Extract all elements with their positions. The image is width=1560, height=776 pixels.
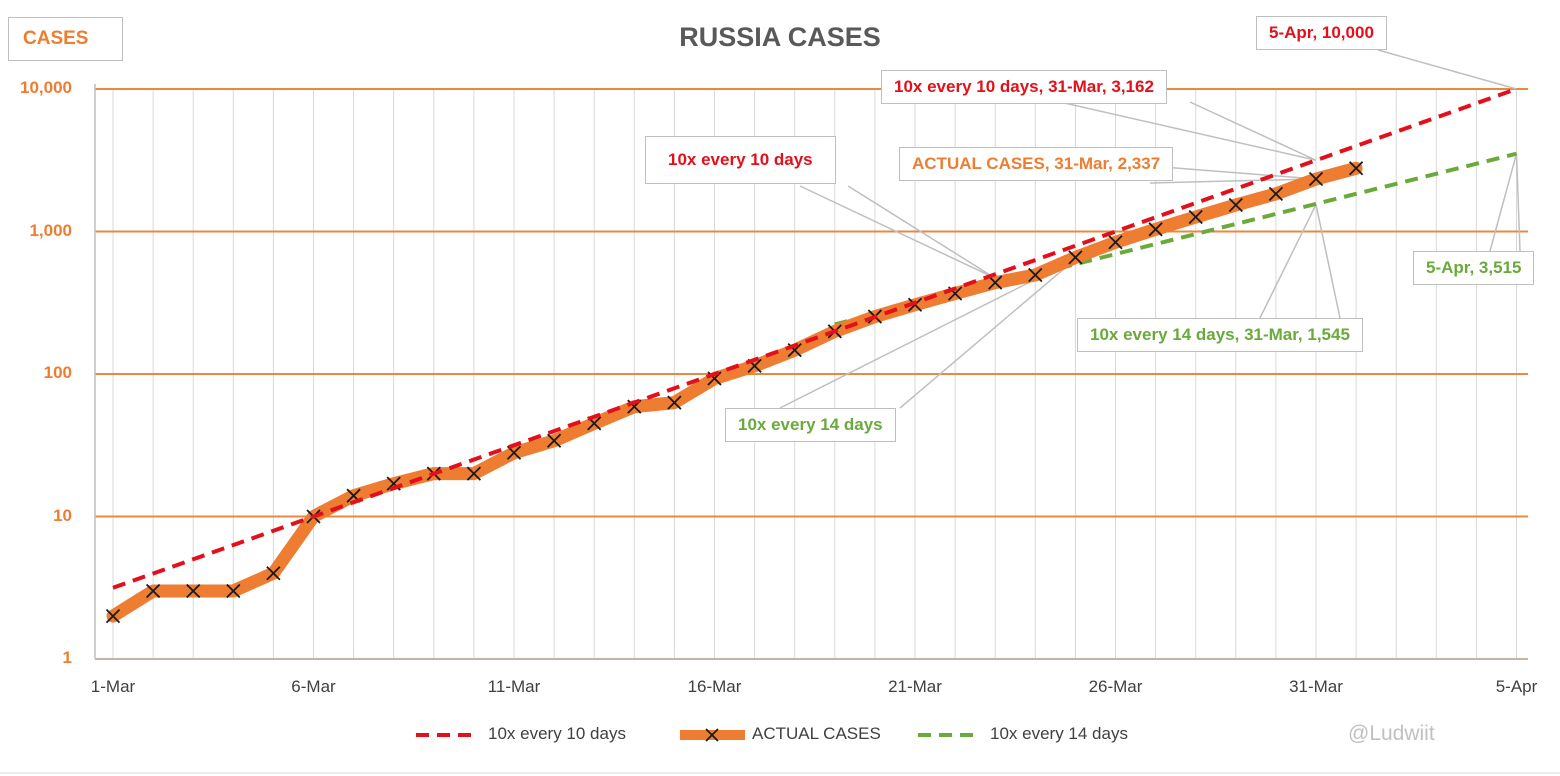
x-tick-label: 21-Mar: [888, 677, 942, 696]
data-point-actual: [1188, 209, 1203, 225]
y-tick-label: 1: [62, 648, 72, 667]
callout-leader-line: [1315, 204, 1341, 319]
callout-red-line: 10x every 10 days: [645, 136, 836, 184]
data-point-actual: [466, 466, 482, 481]
marker-stroke: [988, 275, 1003, 290]
callout-leader-line: [1515, 153, 1521, 252]
chart-title: RUSSIA CASES: [679, 22, 881, 52]
marker-stroke: [346, 488, 361, 503]
marker-stroke: [1148, 222, 1163, 237]
callout-leader-line: [1377, 49, 1517, 90]
marker-stroke: [787, 343, 802, 358]
callout-leader-line: [1259, 204, 1317, 319]
callout-leader-line: [1149, 165, 1317, 180]
callout-leader-line: [799, 185, 996, 279]
x-tick-label: 11-Mar: [487, 677, 541, 696]
watermark: @Ludwiit: [1348, 722, 1435, 745]
y-axis-title: CASES: [8, 17, 123, 61]
marker-stroke: [1268, 186, 1284, 202]
marker-stroke: [1028, 267, 1043, 283]
data-point-actual: [105, 608, 121, 624]
legend-label-red: 10x every 10 days: [488, 724, 626, 743]
data-point-actual: [1028, 267, 1043, 283]
y-tick-label: 100: [43, 363, 72, 382]
series-line-ten-x-10-days: [112, 87, 1518, 590]
data-point-actual: [1308, 171, 1324, 187]
x-tick-label: 6-Mar: [291, 677, 336, 696]
x-tick-label: 26-Mar: [1088, 677, 1143, 696]
callout-red-31mar: 10x every 10 days, 31-Mar, 3,162: [881, 70, 1167, 104]
marker-stroke: [667, 395, 682, 410]
data-point-actual: [1268, 186, 1284, 202]
data-point-actual: [226, 583, 241, 599]
y-tick-label: 10,000: [20, 78, 72, 97]
marker-stroke: [506, 445, 522, 460]
marker-stroke: [226, 583, 241, 599]
marker-stroke: [546, 433, 562, 448]
data-point-actual: [546, 433, 562, 448]
marker-stroke: [266, 566, 281, 581]
series-layer: [105, 87, 1518, 624]
y-tick-label: 1,000: [29, 220, 72, 240]
data-point-actual: [145, 583, 161, 599]
marker-stroke: [386, 476, 401, 491]
callout-leader-line: [1189, 101, 1317, 161]
x-tick-label: 31-Mar: [1289, 677, 1343, 696]
marker-stroke: [1228, 197, 1243, 213]
legend-label-actual: ACTUAL CASES: [752, 724, 881, 743]
legend-swatches: [0, 728, 1560, 774]
y-tick-label: 10: [53, 505, 72, 525]
marker-stroke: [105, 608, 121, 624]
data-point-actual: [186, 583, 201, 599]
series-line-actual-cases: [106, 161, 1363, 623]
grid-layer: [94, 84, 1528, 660]
callout-red-5apr: 5-Apr, 10,000: [1256, 16, 1387, 50]
marker-stroke: [587, 416, 602, 431]
callout-actual-31mar: ACTUAL CASES, 31-Mar, 2,337: [899, 147, 1174, 181]
legend-marker-stroke: [705, 728, 719, 742]
data-point-actual: [266, 566, 281, 581]
x-tick-label: 16-Mar: [687, 677, 742, 696]
marker-stroke: [466, 466, 482, 481]
marker-stroke: [186, 583, 201, 599]
marker-stroke: [145, 583, 161, 599]
callout-leader-line: [847, 185, 996, 279]
marker-stroke: [1308, 171, 1324, 187]
legend-label-green: 10x every 14 days: [990, 724, 1128, 743]
callout-green-line: 10x every 14 days: [725, 408, 896, 442]
callout-leader-line: [1149, 178, 1317, 184]
callout-green-5apr: 5-Apr, 3,515: [1413, 251, 1535, 285]
callout-leader-line: [1059, 101, 1317, 161]
marker-stroke: [1188, 209, 1203, 225]
marker-stroke: [747, 358, 762, 374]
data-point-actual: [1348, 161, 1364, 176]
marker-stroke: [1108, 235, 1123, 250]
data-point-actual: [988, 275, 1003, 290]
callout-leader-line: [899, 258, 1076, 409]
callout-green-31mar: 10x every 14 days, 31-Mar, 1,545: [1077, 318, 1363, 352]
data-point-actual: [667, 395, 682, 410]
data-point-actual: [1148, 222, 1163, 237]
data-point-actual: [1228, 197, 1243, 213]
x-tick-label: 5-Apr: [1495, 677, 1538, 696]
data-point-actual: [1108, 235, 1123, 250]
callout-leader-line: [1489, 153, 1518, 252]
callout-leader-line: [779, 258, 1076, 409]
callout-leaders: [779, 49, 1521, 409]
data-point-actual: [1068, 250, 1083, 265]
marker-stroke: [947, 286, 963, 301]
marker-stroke: [1068, 250, 1083, 265]
marker-stroke: [1348, 161, 1364, 176]
x-tick-label: 1-Mar: [90, 677, 136, 696]
